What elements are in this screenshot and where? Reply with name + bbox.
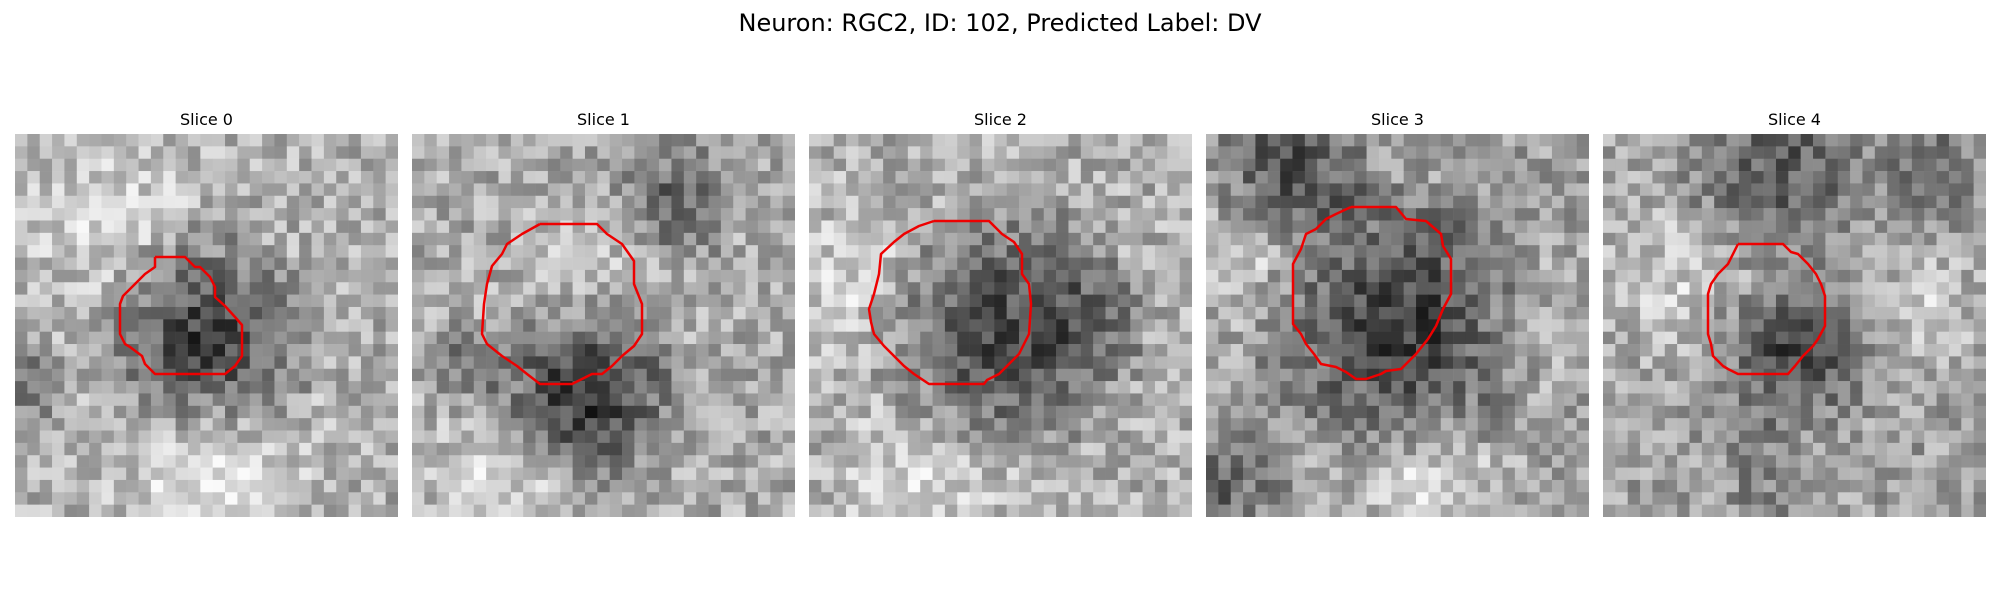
figure-title: Neuron: RGC2, ID: 102, Predicted Label: … bbox=[0, 8, 2000, 38]
slice-image-4 bbox=[1603, 134, 1986, 517]
slice-panel-0: Slice 0 bbox=[15, 110, 398, 517]
slice-image-1 bbox=[412, 134, 795, 517]
slice-panel-3: Slice 3 bbox=[1206, 110, 1589, 517]
slice-panel-4: Slice 4 bbox=[1603, 110, 1986, 517]
slice-image-2 bbox=[809, 134, 1192, 517]
slice-panel-1: Slice 1 bbox=[412, 110, 795, 517]
slice-title-1: Slice 1 bbox=[412, 110, 795, 130]
slice-title-4: Slice 4 bbox=[1603, 110, 1986, 130]
slice-image-0 bbox=[15, 134, 398, 517]
slice-panel-2: Slice 2 bbox=[809, 110, 1192, 517]
slice-image-3 bbox=[1206, 134, 1589, 517]
slice-title-2: Slice 2 bbox=[809, 110, 1192, 130]
slice-title-0: Slice 0 bbox=[15, 110, 398, 130]
slice-title-3: Slice 3 bbox=[1206, 110, 1589, 130]
